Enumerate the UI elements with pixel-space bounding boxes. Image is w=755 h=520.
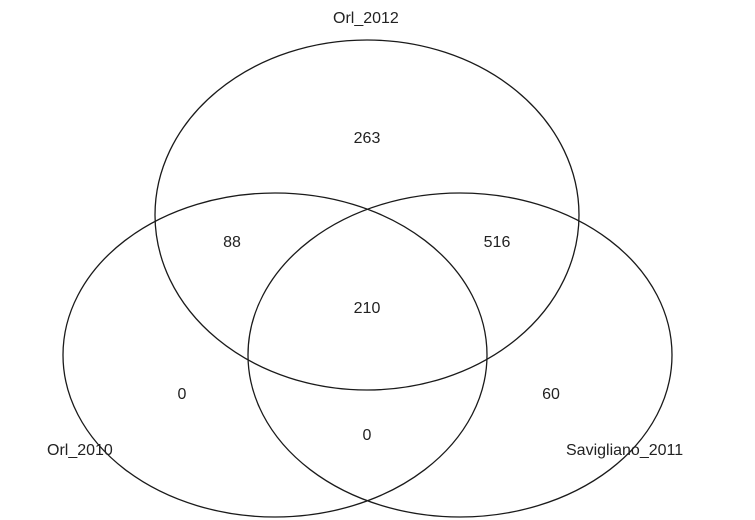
count-top-left: 88 [223, 234, 241, 251]
set-circle-orl-2010 [62, 192, 488, 518]
set-label-orl-2012: Orl_2012 [333, 10, 399, 27]
set-label-savigliano-2011: Savigliano_2011 [566, 442, 683, 459]
count-all-three: 210 [354, 300, 381, 317]
set-circle-orl-2012 [154, 39, 580, 391]
set-circle-savigliano-2011 [247, 192, 673, 518]
count-top-right: 516 [484, 234, 511, 251]
count-left-right: 0 [363, 427, 372, 444]
count-right-only: 60 [542, 386, 560, 403]
count-left-only: 0 [178, 386, 187, 403]
set-label-orl-2010: Orl_2010 [47, 442, 113, 459]
count-top-only: 263 [354, 130, 381, 147]
